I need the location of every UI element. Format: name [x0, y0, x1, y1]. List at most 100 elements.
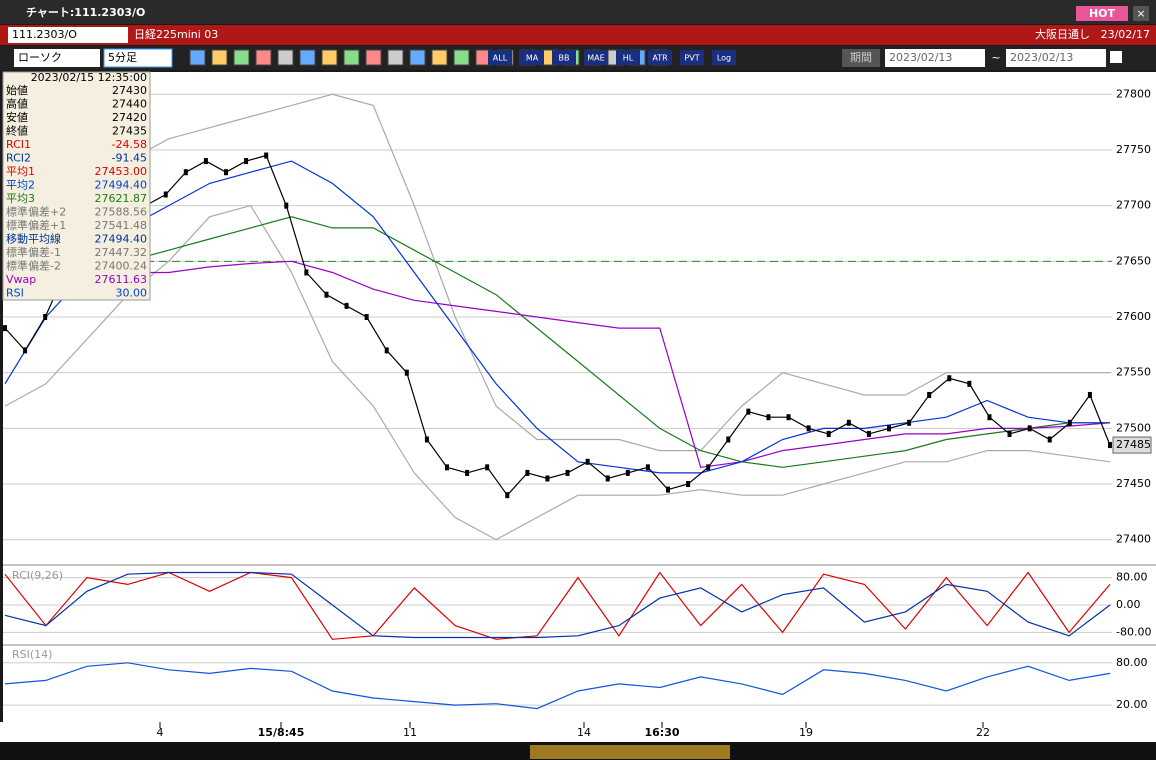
- tool-icon[interactable]: [387, 49, 404, 66]
- info-value: 27494.40: [95, 179, 148, 192]
- candle: [766, 414, 771, 421]
- info-label: 標準偏差+1: [6, 218, 66, 232]
- tool-icon[interactable]: [255, 49, 272, 66]
- x-tick-label: 15/8:45: [258, 726, 305, 739]
- candle: [846, 419, 851, 426]
- info-label: 安値: [6, 110, 28, 124]
- candle: [746, 408, 751, 415]
- tool-icon[interactable]: [552, 50, 576, 65]
- info-label: 平均3: [6, 192, 35, 205]
- indicator-line: [4, 204, 1111, 541]
- price-line: [4, 154, 1111, 497]
- scroll-thumb[interactable]: [530, 745, 730, 759]
- hot-label[interactable]: HOT: [1089, 7, 1116, 20]
- tool-icon[interactable]: [680, 50, 704, 65]
- candle: [1047, 436, 1052, 443]
- tool-icon-label[interactable]: MAE: [587, 54, 604, 63]
- candle: [786, 414, 791, 421]
- to-date-text[interactable]: 2023/02/13: [1010, 51, 1073, 64]
- info-label: 平均2: [6, 179, 35, 192]
- tool-icon[interactable]: [321, 49, 338, 66]
- tool-icon[interactable]: [277, 49, 294, 66]
- y-tick-label: 27700: [1116, 199, 1151, 212]
- from-date-text[interactable]: 2023/02/13: [889, 51, 952, 64]
- tool-icon[interactable]: [488, 50, 512, 65]
- info-label: 標準偏差-1: [6, 245, 61, 259]
- close-button[interactable]: [1133, 6, 1149, 21]
- tool-icon[interactable]: [648, 50, 672, 65]
- checkbox[interactable]: [1110, 51, 1122, 63]
- candle: [866, 430, 871, 437]
- tool-icon-label[interactable]: MA: [526, 54, 539, 63]
- candle: [826, 430, 831, 437]
- info-label: 高値: [6, 97, 28, 111]
- tool-icon-label[interactable]: ATR: [652, 54, 668, 63]
- tool-icon-label[interactable]: Log: [717, 54, 731, 63]
- date-separator: ~: [991, 51, 1000, 64]
- period-button[interactable]: [842, 49, 880, 67]
- y-tick-label: 27650: [1116, 254, 1151, 267]
- chart-type[interactable]: ローソク: [18, 51, 62, 64]
- tool-icon[interactable]: [712, 50, 736, 65]
- interval-select[interactable]: [103, 48, 173, 68]
- candle: [1108, 442, 1112, 449]
- candle: [1027, 425, 1032, 432]
- chart-type-select[interactable]: [14, 49, 100, 67]
- info-label: 標準偏差-2: [6, 259, 61, 273]
- rsi-line: [4, 662, 1111, 710]
- candle: [666, 486, 670, 493]
- candle: [1067, 419, 1072, 426]
- instrument-name: 日経225mini 03: [134, 28, 218, 41]
- candle: [344, 302, 349, 309]
- window-title: チャート:111.2303/O: [26, 6, 145, 19]
- tool-icon[interactable]: [453, 49, 470, 66]
- candle: [987, 414, 992, 421]
- info-value: -91.45: [112, 152, 147, 165]
- tool-icon-label[interactable]: PVT: [684, 54, 699, 63]
- period-label[interactable]: 期間: [850, 51, 872, 64]
- indicator-line: [4, 216, 1110, 468]
- y-tick-label: 27450: [1116, 477, 1151, 490]
- y-tick-label: 20.00: [1116, 698, 1148, 711]
- tool-icon[interactable]: [365, 49, 382, 66]
- candle: [505, 492, 510, 499]
- close-label[interactable]: ×: [1136, 7, 1145, 20]
- tool-icon[interactable]: [211, 49, 228, 66]
- tool-icon-label[interactable]: ALL: [493, 54, 508, 63]
- tool-icon[interactable]: [520, 50, 544, 65]
- candle: [706, 464, 711, 471]
- x-tick-label: 4: [157, 726, 164, 739]
- from-date[interactable]: [885, 49, 985, 67]
- symbol[interactable]: 111.2303/O: [12, 28, 77, 41]
- y-tick-label: 27400: [1116, 533, 1151, 546]
- hot-button[interactable]: [1076, 6, 1128, 21]
- candle: [424, 436, 429, 443]
- candle: [163, 191, 168, 198]
- tool-icon-label[interactable]: HL: [623, 54, 634, 63]
- tool-icon[interactable]: [343, 49, 360, 66]
- info-value: 27541.48: [95, 219, 148, 232]
- x-axis-area: [0, 722, 1156, 742]
- tool-icon[interactable]: [189, 49, 206, 66]
- candle: [23, 347, 28, 354]
- tool-icon[interactable]: [299, 49, 316, 66]
- candle: [645, 464, 650, 471]
- rci-line: [4, 571, 1111, 639]
- plot-area: [3, 72, 1112, 722]
- symbol-select[interactable]: [8, 27, 128, 43]
- tool-icon[interactable]: [409, 49, 426, 66]
- tool-icon[interactable]: [616, 50, 640, 65]
- candle: [3, 325, 7, 332]
- tool-icon[interactable]: [233, 49, 250, 66]
- to-date[interactable]: [1006, 49, 1106, 67]
- candle: [585, 458, 590, 465]
- tool-icon[interactable]: [584, 50, 608, 65]
- candle: [445, 464, 449, 471]
- info-value: 27453.00: [95, 165, 148, 178]
- tool-icon[interactable]: [431, 49, 448, 66]
- info-label: 標準偏差+2: [6, 205, 66, 219]
- tool-icon-label[interactable]: BB: [559, 54, 570, 63]
- candle: [304, 269, 309, 276]
- y-tick-label: -80.00: [1116, 625, 1151, 638]
- interval[interactable]: 5分足: [108, 51, 137, 64]
